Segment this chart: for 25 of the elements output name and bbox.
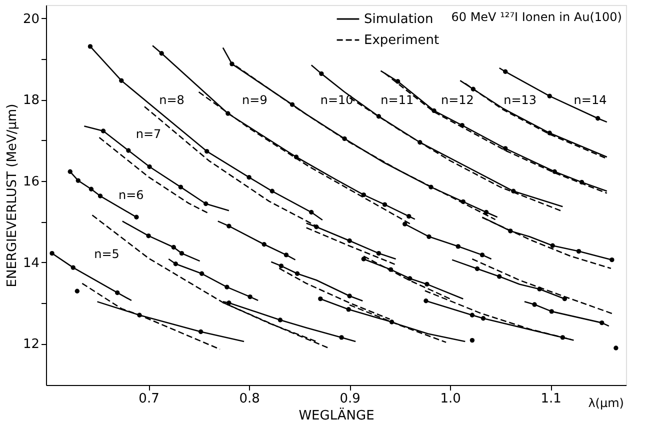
annotation: n=13 <box>504 93 537 107</box>
annotation: n=14 <box>574 93 607 107</box>
y-tick-label: 16 <box>22 174 40 190</box>
text: λ(µm) <box>588 396 624 410</box>
annotation: n=9 <box>242 93 268 107</box>
y-tick-label: 18 <box>22 93 40 108</box>
x-tick-label: 1.0 <box>440 392 461 406</box>
x-tick-label: 0.7 <box>138 392 160 406</box>
annotation: n=7 <box>136 127 162 142</box>
annotation: n=5 <box>94 246 120 261</box>
legend-label: Experiment <box>364 33 440 48</box>
x-tick-label: 1.1 <box>540 392 562 406</box>
y-tick-label: 12 <box>22 337 40 352</box>
annotation: n=6 <box>118 188 144 202</box>
y-tick-label: 20 <box>22 12 40 27</box>
y-axis-title: ENERGIEVERLUST (MeV/µm) <box>4 104 20 288</box>
annotation: 60 MeV ¹²⁷I Ionen in Au(100) <box>451 10 622 24</box>
annotation: n=12 <box>440 93 474 107</box>
annotation: n=8 <box>159 93 184 107</box>
x-axis-title: WEGLÄNGE <box>298 408 374 424</box>
annotation: n=11 <box>380 93 414 107</box>
x-tick-label: 0.8 <box>239 392 260 406</box>
y-tick-label: 14 <box>22 256 40 271</box>
legend-label: Simulation <box>364 12 434 27</box>
x-tick-label: 0.9 <box>340 392 360 406</box>
